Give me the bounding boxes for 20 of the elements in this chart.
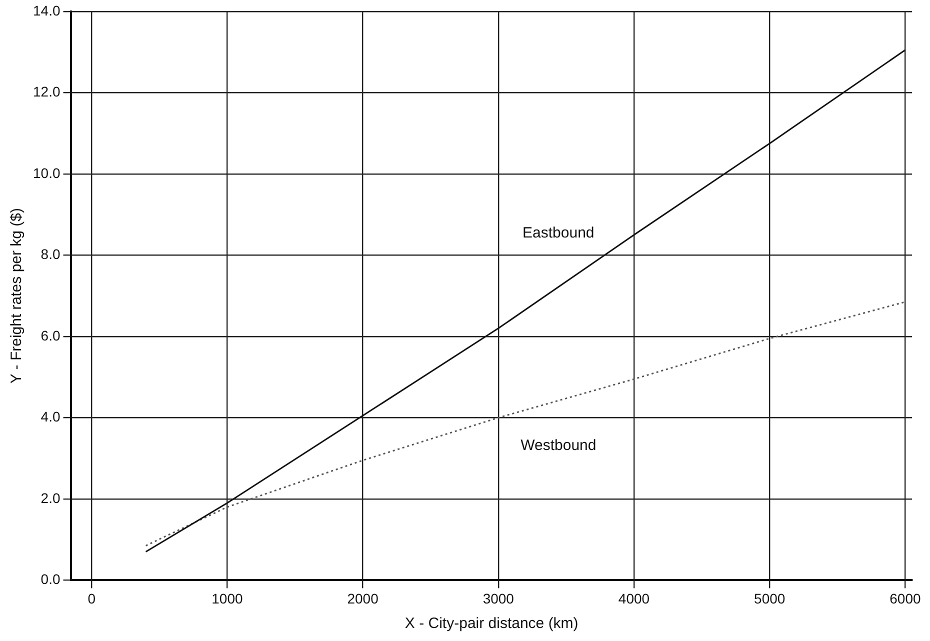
- series-label: Westbound: [520, 436, 596, 454]
- y-tick-label: 2.0: [40, 490, 60, 506]
- x-tick-label: 1000: [212, 590, 243, 606]
- y-axis-title: Y - Freight rates per kg ($): [8, 208, 26, 384]
- y-tick-label: 8.0: [40, 246, 60, 262]
- x-tick-label: 6000: [890, 590, 921, 606]
- y-tick-label: 12.0: [33, 84, 60, 100]
- x-tick-label: 5000: [754, 590, 786, 606]
- y-tick-label: 14.0: [33, 2, 60, 18]
- y-tick-label: 6.0: [40, 327, 60, 344]
- x-tick-label: 4000: [618, 590, 650, 606]
- x-tick-label: 2000: [347, 590, 379, 606]
- y-tick-label: 0.0: [40, 571, 60, 588]
- line-series: [145, 301, 906, 546]
- x-tick-label: 3000: [482, 590, 514, 606]
- y-tick-label: 10.0: [33, 164, 60, 181]
- series-label: Eastbound: [522, 224, 594, 242]
- x-tick-label: 0: [88, 590, 96, 606]
- x-axis-title: X - City-pair distance (km): [404, 615, 578, 632]
- y-tick-label: 4.0: [40, 408, 60, 425]
